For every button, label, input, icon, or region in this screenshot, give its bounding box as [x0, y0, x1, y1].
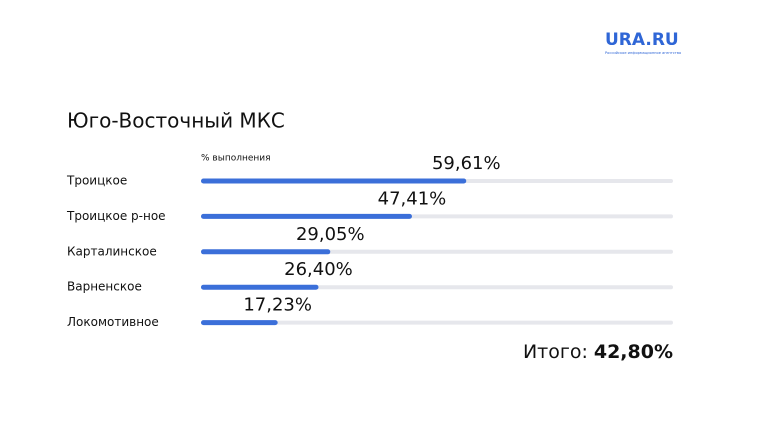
bar	[201, 178, 467, 184]
brand-logo: URA.RU	[605, 30, 679, 50]
bar-track	[201, 285, 673, 290]
value-label: 29,05%	[296, 224, 365, 245]
category-label: Варненское	[67, 280, 142, 294]
bar	[201, 284, 319, 290]
total: Итого: 42,80%	[523, 341, 673, 363]
category-label: Карталинское	[67, 244, 157, 258]
bar-track	[201, 320, 673, 325]
category-label: Троицкое	[66, 174, 127, 188]
subtitle: % выполнения	[201, 154, 271, 164]
category-label: Локомотивное	[67, 315, 159, 329]
chart-title: Юго-Восточный МКС	[67, 109, 285, 133]
value-label: 26,40%	[284, 259, 353, 280]
bar	[201, 320, 278, 326]
brand-tagline: Российское информационное агентство	[605, 51, 681, 55]
total-value: 42,80%	[594, 341, 673, 363]
bar	[201, 249, 331, 255]
value-label: 47,41%	[378, 188, 447, 209]
category-label: Троицкое р-ное	[66, 209, 166, 223]
value-label: 17,23%	[243, 295, 312, 316]
value-label: 59,61%	[432, 153, 501, 174]
total-label: Итого:	[523, 341, 588, 363]
bar	[201, 213, 412, 219]
